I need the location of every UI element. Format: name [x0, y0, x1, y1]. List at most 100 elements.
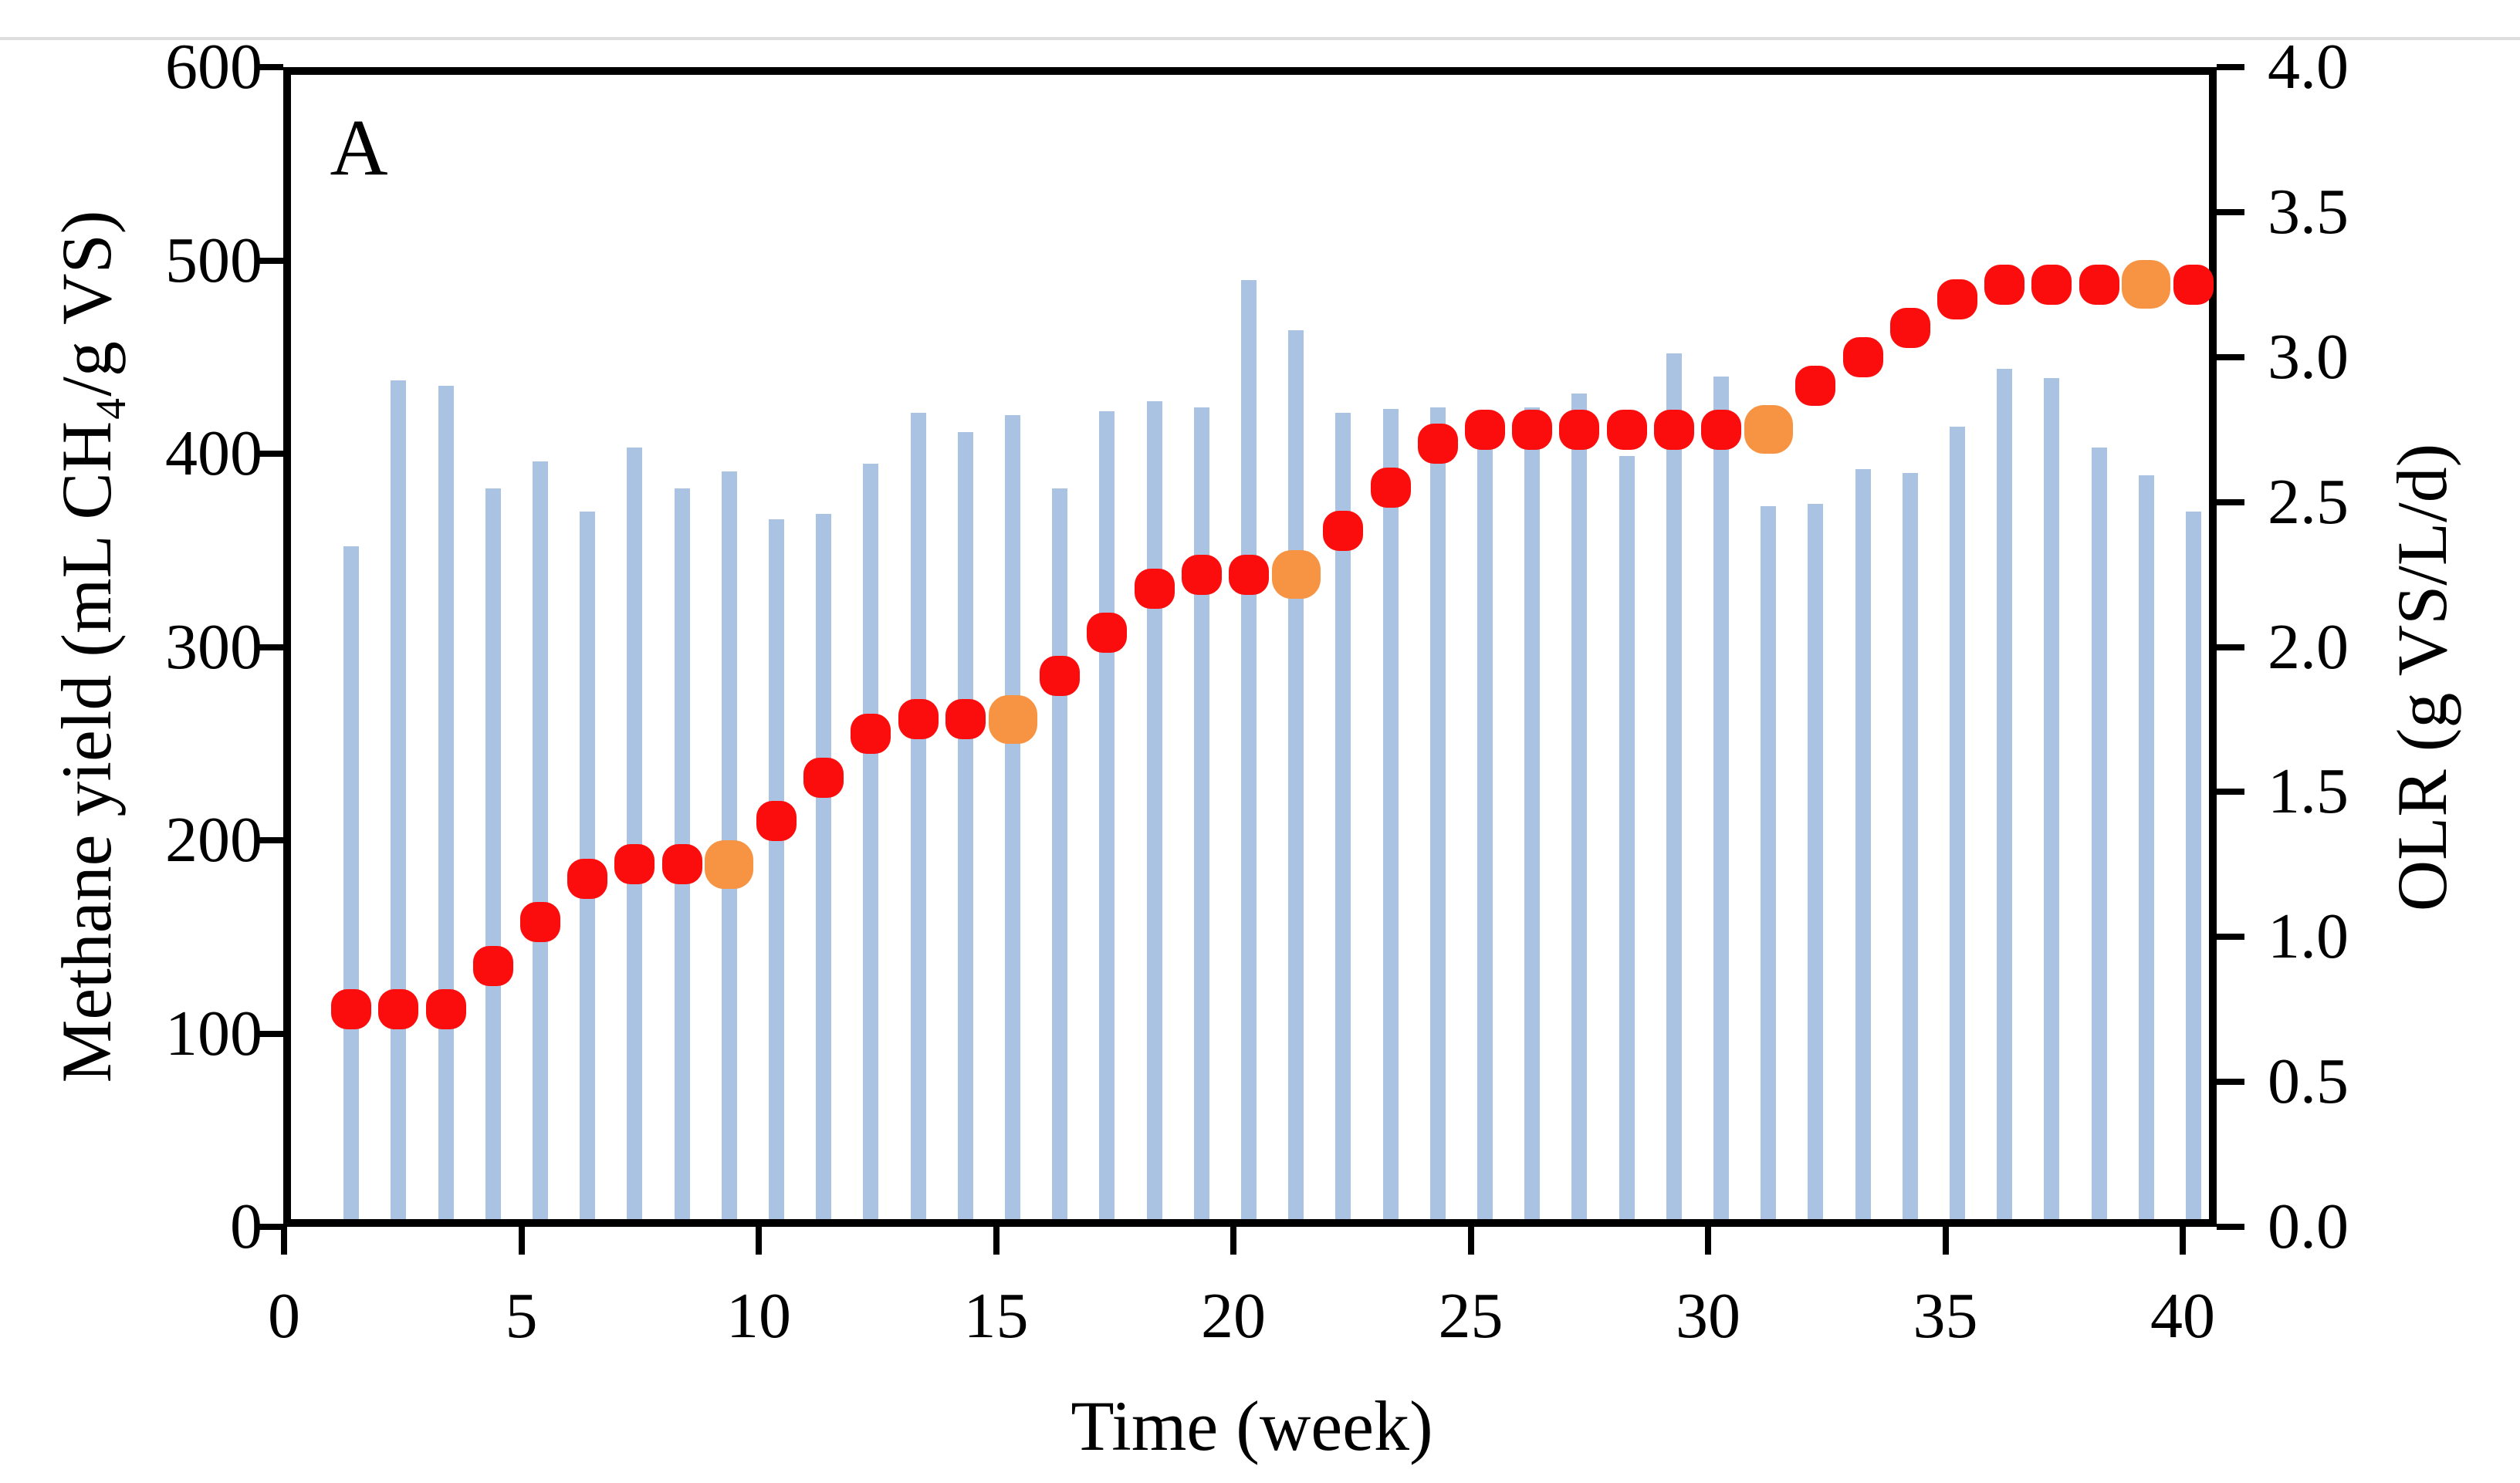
methane-bar-week-10 [769, 519, 784, 1219]
methane-bar-week-29 [1666, 353, 1682, 1219]
methane-bar-week-28 [1619, 455, 1635, 1219]
olr-marker-week-1 [331, 989, 372, 1030]
right-axis-tick-1.0 [2217, 934, 2244, 941]
x-axis-tick-label-5: 5 [505, 1280, 538, 1352]
panel-label: A [330, 103, 388, 192]
x-axis-tick-35 [1942, 1227, 1949, 1255]
olr-marker-week-5 [520, 902, 560, 943]
methane-bar-week-13 [910, 413, 926, 1219]
left-axis-tick-500 [255, 257, 283, 264]
methane-bar-week-31 [1761, 505, 1777, 1219]
methane-bar-week-16 [1052, 488, 1068, 1219]
methane-bar-week-24 [1429, 407, 1446, 1219]
right-axis-tick-label-0.0: 0.0 [2268, 1191, 2349, 1262]
right-axis-tick-label-3.0: 3.0 [2268, 320, 2349, 393]
left-axis-tick-label-200: 200 [165, 804, 262, 876]
olr-marker-week-26 [1512, 409, 1553, 450]
olr-marker-week-18 [1134, 569, 1175, 610]
left-axis-tick-label-400: 400 [165, 417, 262, 489]
methane-bar-week-14 [957, 432, 973, 1219]
olr-marker-week-28 [1606, 409, 1647, 450]
methane-bar-week-33 [1855, 469, 1871, 1219]
methane-bar-week-30 [1713, 376, 1729, 1219]
olr-marker-week-38 [2079, 264, 2119, 305]
right-axis-tick-3.5 [2217, 208, 2244, 215]
methane-bar-week-36 [1997, 368, 2013, 1219]
x-axis-tick-5 [518, 1227, 525, 1255]
x-axis-tick-label-15: 15 [963, 1280, 1029, 1352]
x-axis-tick-0 [281, 1227, 287, 1255]
left-axis-tick-0 [255, 1224, 283, 1230]
x-axis-tick-10 [756, 1227, 762, 1255]
olr-marker-week-33 [1842, 336, 1883, 377]
right-axis-tick-label-2.0: 2.0 [2268, 610, 2349, 683]
olr-marker-week-32 [1795, 366, 1836, 407]
right-axis-tick-label-1.5: 1.5 [2268, 755, 2349, 828]
methane-bar-week-17 [1099, 410, 1115, 1219]
plot-area [283, 67, 2217, 1227]
left-axis-tick-label-100: 100 [165, 997, 262, 1069]
left-axis-tick-label-600: 600 [165, 31, 262, 103]
left-axis-tick-600 [255, 64, 283, 70]
olr-marker-week-2 [378, 989, 419, 1030]
olr-marker-week-6 [567, 859, 608, 900]
right-axis-tick-0.0 [2217, 1224, 2244, 1230]
olr-marker-week-34 [1889, 308, 1930, 349]
methane-bar-week-39 [2138, 475, 2154, 1219]
x-axis-tick-label-35: 35 [1913, 1280, 1978, 1352]
x-axis-tick-label-0: 0 [268, 1280, 300, 1352]
methane-bar-week-1 [343, 546, 360, 1219]
methane-bar-week-21 [1288, 329, 1304, 1219]
olr-marker-week-37 [2031, 264, 2072, 305]
methane-bar-week-5 [533, 461, 548, 1219]
right-axis-title: OLR (g VS/L/d) [2383, 443, 2461, 912]
olr-marker-highlight-week-39 [2122, 260, 2171, 309]
right-axis-tick-3.0 [2217, 353, 2244, 360]
olr-marker-week-14 [945, 699, 986, 740]
methane-bar-week-35 [1950, 426, 1965, 1219]
x-axis-tick-20 [1230, 1227, 1236, 1255]
x-axis-tick-label-30: 30 [1676, 1280, 1740, 1352]
methane-bar-week-3 [438, 386, 454, 1219]
olr-marker-week-20 [1229, 554, 1269, 595]
olr-marker-week-25 [1465, 409, 1505, 450]
methane-bar-week-11 [816, 513, 832, 1219]
olr-marker-week-8 [661, 844, 702, 885]
olr-marker-week-40 [2173, 264, 2214, 305]
methane-bar-week-2 [391, 380, 407, 1219]
olr-marker-highlight-week-15 [988, 694, 1037, 744]
olr-marker-week-10 [756, 800, 797, 841]
olr-marker-week-16 [1040, 656, 1081, 697]
right-axis-tick-label-1.0: 1.0 [2268, 900, 2349, 973]
x-axis-tick-label-25: 25 [1438, 1280, 1504, 1352]
left-axis-tick-label-500: 500 [165, 224, 262, 296]
x-axis-tick-label-20: 20 [1201, 1280, 1266, 1352]
x-axis-title: Time (week) [1071, 1387, 1433, 1465]
olr-marker-week-4 [472, 945, 513, 986]
olr-marker-week-23 [1370, 467, 1411, 508]
right-axis-tick-2.5 [2217, 498, 2244, 505]
left-axis-tick-200 [255, 837, 283, 843]
right-axis-tick-4.0 [2217, 64, 2244, 70]
olr-marker-week-35 [1937, 279, 1977, 319]
olr-marker-highlight-week-21 [1271, 550, 1321, 600]
left-axis-tick-300 [255, 644, 283, 650]
olr-marker-week-3 [425, 989, 466, 1030]
x-axis-tick-label-40: 40 [2150, 1280, 2215, 1352]
olr-marker-week-12 [851, 714, 891, 755]
left-axis-tick-label-300: 300 [165, 610, 262, 683]
page-top-rule [0, 37, 2520, 40]
olr-marker-week-27 [1559, 409, 1600, 450]
methane-bar-week-20 [1241, 279, 1257, 1219]
methane-bar-week-34 [1902, 473, 1918, 1219]
methane-bar-week-22 [1335, 413, 1351, 1219]
methane-bar-week-26 [1524, 407, 1541, 1219]
olr-marker-week-19 [1181, 554, 1222, 595]
olr-marker-week-22 [1323, 511, 1364, 552]
methane-bar-week-4 [485, 488, 501, 1219]
x-axis-tick-40 [2180, 1227, 2186, 1255]
olr-marker-week-36 [1984, 264, 2025, 305]
olr-marker-week-7 [614, 844, 655, 885]
right-axis-tick-label-2.5: 2.5 [2268, 465, 2349, 538]
methane-bar-week-12 [863, 463, 879, 1219]
